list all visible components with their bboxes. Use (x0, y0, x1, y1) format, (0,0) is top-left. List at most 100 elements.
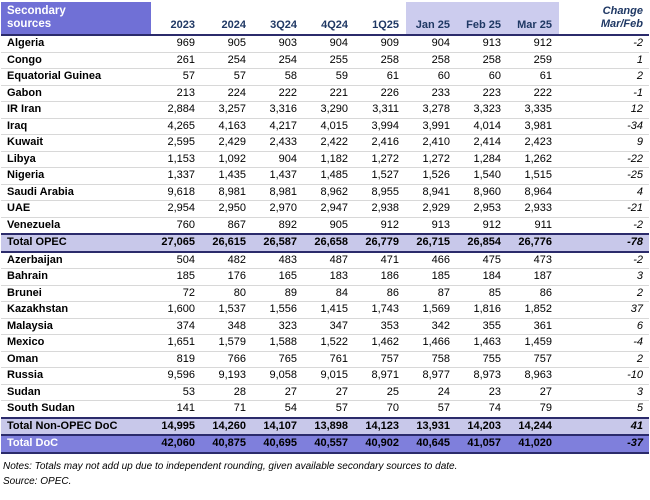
table-row: Congo 261 254 254 255 258 258 258 259 1 (1, 52, 649, 69)
value-cell: 258 (457, 52, 508, 69)
column-header-jan-25: Jan 25 (406, 2, 457, 36)
value-cell: 27,065 (151, 233, 202, 253)
value-cell: 8,960 (457, 184, 508, 201)
value-cell: 254 (202, 52, 253, 69)
value-cell: 1,537 (202, 301, 253, 319)
change-cell: -1 (559, 85, 649, 102)
table-row: Oman 819 766 765 761 757 758 755 757 2 (1, 351, 649, 368)
value-cell: 41,057 (457, 435, 508, 454)
value-cell: 4,014 (457, 118, 508, 135)
value-cell: 213 (151, 85, 202, 102)
value-cell: 1,522 (304, 334, 355, 352)
value-cell: 8,963 (508, 367, 559, 385)
value-cell: 233 (406, 85, 457, 102)
value-cell: 3,290 (304, 101, 355, 119)
value-cell: 141 (151, 400, 202, 418)
value-cell: 913 (457, 35, 508, 53)
value-cell: 483 (253, 251, 304, 269)
change-header-line2: Mar/Feb (600, 18, 643, 30)
value-cell: 766 (202, 351, 253, 368)
value-cell: 4,163 (202, 118, 253, 135)
value-cell: 904 (406, 35, 457, 53)
change-cell: -34 (559, 118, 649, 135)
value-cell: 905 (202, 35, 253, 53)
change-cell: 37 (559, 301, 649, 319)
value-cell: 323 (253, 318, 304, 335)
value-cell: 2,595 (151, 134, 202, 152)
value-cell: 4,217 (253, 118, 304, 135)
value-cell: 8,981 (253, 184, 304, 201)
value-cell: 912 (508, 35, 559, 53)
row-label: Azerbaijan (1, 251, 151, 269)
value-cell: 183 (304, 268, 355, 286)
column-header-feb-25: Feb 25 (457, 2, 508, 36)
change-cell: -78 (559, 233, 649, 253)
value-cell: 1,852 (508, 301, 559, 319)
value-cell: 348 (202, 318, 253, 335)
row-label: Nigeria (1, 167, 151, 185)
change-cell: -2 (559, 35, 649, 53)
value-cell: 3,981 (508, 118, 559, 135)
value-cell: 1,182 (304, 151, 355, 168)
row-label: Total DoC (1, 435, 151, 454)
value-cell: 60 (457, 68, 508, 86)
value-cell: 8,981 (202, 184, 253, 201)
value-cell: 1,743 (355, 301, 406, 319)
row-label: Saudi Arabia (1, 184, 151, 201)
value-cell: 1,415 (304, 301, 355, 319)
value-cell: 165 (253, 268, 304, 286)
value-cell: 1,515 (508, 167, 559, 185)
row-label: UAE (1, 200, 151, 218)
table-footer: Notes: Totals may not add up due to inde… (1, 454, 649, 489)
table-row: Iraq 4,265 4,163 4,217 4,015 3,994 3,991 4,014 3… (1, 118, 649, 135)
notes-text: Notes: Totals may not add up due to inde… (3, 460, 458, 472)
value-cell: 54 (253, 400, 304, 418)
table-row: Algeria 969 905 903 904 909 904 913 912 -2 (1, 35, 649, 53)
value-cell: 25 (355, 384, 406, 401)
value-cell: 903 (253, 35, 304, 53)
value-cell: 1,092 (202, 151, 253, 168)
change-cell: -2 (559, 251, 649, 269)
row-label: Congo (1, 52, 151, 69)
value-cell: 2,947 (304, 200, 355, 218)
row-label: South Sudan (1, 400, 151, 418)
value-cell: 1,463 (457, 334, 508, 352)
value-cell: 9,618 (151, 184, 202, 201)
value-cell: 1,462 (355, 334, 406, 352)
value-cell: 24 (406, 384, 457, 401)
row-label: Bahrain (1, 268, 151, 286)
value-cell: 258 (355, 52, 406, 69)
column-header-2024: 2024 (202, 2, 253, 36)
value-cell: 23 (457, 384, 508, 401)
row-label: Iraq (1, 118, 151, 135)
value-cell: 14,244 (508, 416, 559, 436)
value-cell: 757 (355, 351, 406, 368)
value-cell: 8,962 (304, 184, 355, 201)
change-cell: 3 (559, 384, 649, 401)
row-label: Equatorial Guinea (1, 68, 151, 86)
change-cell: 2 (559, 285, 649, 302)
value-cell: 86 (355, 285, 406, 302)
value-cell: 355 (457, 318, 508, 335)
column-header-4q24: 4Q24 (304, 2, 355, 36)
change-cell: -37 (559, 435, 649, 454)
value-cell: 184 (457, 268, 508, 286)
value-cell: 2,970 (253, 200, 304, 218)
table-row: UAE 2,954 2,950 2,970 2,947 2,938 2,929 2,953 2,… (1, 200, 649, 218)
table-row: South Sudan 141 71 54 57 70 57 74 79 5 (1, 400, 649, 418)
value-cell: 1,272 (406, 151, 457, 168)
value-cell: 2,422 (304, 134, 355, 152)
value-cell: 482 (202, 251, 253, 269)
value-cell: 187 (508, 268, 559, 286)
value-cell: 57 (304, 400, 355, 418)
table-title: Secondary sources (1, 2, 151, 36)
value-cell: 2,938 (355, 200, 406, 218)
value-cell: 9,193 (202, 367, 253, 385)
value-cell: 26,587 (253, 233, 304, 253)
value-cell: 9,596 (151, 367, 202, 385)
value-cell: 89 (253, 285, 304, 302)
value-cell: 1,435 (202, 167, 253, 185)
change-cell: -22 (559, 151, 649, 168)
value-cell: 1,527 (355, 167, 406, 185)
value-cell: 255 (304, 52, 355, 69)
